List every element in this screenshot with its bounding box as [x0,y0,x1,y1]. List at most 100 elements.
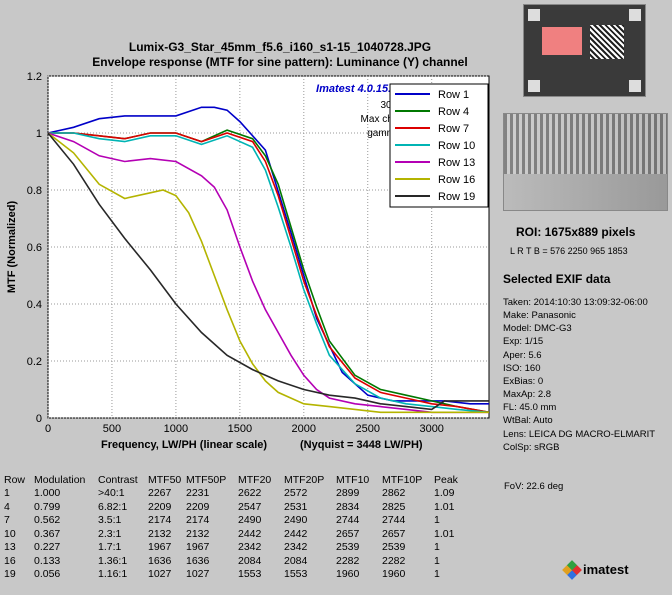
fov-value: FoV: 22.6 deg [504,481,564,492]
table-cell: 1553 [238,568,262,581]
mtf-chart: 0 0.2 0.4 0.6 0.8 1 1.2 0 500 1000 1500 2000 2500 300… [6,71,490,451]
table-header-cell: MTF50P [186,473,227,486]
table-cell: 19 [4,568,16,581]
table-cell: 0.133 [34,554,61,567]
exif-item: Model: DMC-G3 [503,323,572,335]
table-cell: 2744 [336,514,360,527]
table-cell: 0.227 [34,541,61,554]
exif-title: Selected EXIF data [503,272,611,286]
series-line [47,132,489,414]
table-cell: 1636 [148,554,172,567]
table-row: 19 0.056 1.16:1 1027 1027 1553 1553 1960 1960 1 [4,568,464,582]
roi-coords: L R T B = 576 2250 965 1853 [510,246,628,256]
imatest-logo: imatest [562,559,629,580]
series-line [48,132,490,414]
legend-label: Row 19 [438,191,475,203]
roi-label: ROI: 1675x889 pixels [516,225,636,239]
table-header-cell: Peak [434,473,458,486]
series-line [47,132,489,414]
table-cell: 1967 [148,541,172,554]
y-tick-label: 0.4 [27,299,42,311]
table-cell: 0.799 [34,500,61,513]
legend-label: Row 13 [438,157,475,169]
chart-title: Lumix-G3_Star_45mm_f5.6_i160_s1-15_10407… [128,40,432,54]
exif-item: Aper: 5.6 [503,349,542,361]
table-cell: 2657 [382,527,406,540]
table-cell: 2442 [238,527,262,540]
imatest-logo-icon [562,559,582,580]
x-tick-label: 1000 [164,423,188,435]
table-cell: 2862 [382,487,406,500]
x-tick-label: 0 [45,423,51,435]
x-tick-label: 2000 [292,423,316,435]
mtf-results-table: Row Modulation Contrast MTF50 MTF50P MTF20 MTF… [4,473,464,581]
table-cell: 1.000 [34,487,61,500]
table-cell: 1 [434,514,440,527]
chart-subtitle: Envelope response (MTF for sine pattern)… [92,55,468,69]
y-tick-label: 0.2 [27,356,42,368]
table-cell: 16 [4,554,16,567]
y-axis-label: MTF (Normalized) [6,201,18,294]
table-cell: 13 [4,541,16,554]
logo-text: imatest [583,562,629,577]
legend-label: Row 10 [438,140,475,152]
table-cell: 1967 [186,541,210,554]
table-cell: 2267 [148,487,172,500]
legend-label: Row 7 [438,123,469,135]
table-row: 4 0.799 6.82:1 2209 2209 2547 2531 2834 2825 1.01 [4,500,464,514]
table-cell: 1553 [284,568,308,581]
table-cell: 1.09 [434,487,455,500]
table-header-cell: MTF20P [284,473,325,486]
nyquist-label: (Nyquist = 3448 LW/PH) [300,439,423,451]
table-cell: 1 [4,487,10,500]
y-tick-label: 1.2 [27,71,42,83]
exif-item: ExBias: 0 [503,375,544,387]
table-cell: 2084 [284,554,308,567]
x-tick-label: 500 [103,423,121,435]
table-cell: 1.01 [434,527,455,540]
table-cell: 2744 [382,514,406,527]
x-tick-label: 2500 [356,423,380,435]
exif-item: ColSp: sRGB [503,441,560,453]
table-header-cell: Row [4,473,26,486]
table-row: 16 0.133 1.36:1 1636 1636 2084 2084 2282 2282 1 [4,554,464,568]
table-cell: 1027 [148,568,172,581]
table-cell: 1 [434,568,440,581]
table-cell: 2174 [186,514,210,527]
table-cell: 2825 [382,500,406,513]
table-cell: 2084 [238,554,262,567]
exif-item: Lens: LEICA DG MACRO-ELMARIT [503,428,656,440]
table-header-row: Row Modulation Contrast MTF50 MTF50P MTF20 MTF… [4,473,464,487]
table-cell: 1960 [336,568,360,581]
series-line [47,106,489,405]
table-cell: 2490 [284,514,308,527]
legend-label: Row 4 [438,106,469,118]
table-cell: 2622 [238,487,262,500]
table-cell: 2342 [238,541,262,554]
table-cell: 1.01 [434,500,455,513]
table-cell: 2899 [336,487,360,500]
table-cell: 2342 [284,541,308,554]
table-cell: 2539 [382,541,406,554]
series-line [47,132,489,411]
table-cell: 2490 [238,514,262,527]
exif-item: ISO: 160 [503,362,541,374]
exif-item: Taken: 2014:10:30 13:09:32-06:00 [503,297,648,308]
table-cell: 2657 [336,527,360,540]
table-row: 10 0.367 2.3:1 2132 2132 2442 2442 2657 2657 1.01 [4,527,464,541]
table-cell: 3.5:1 [98,514,122,527]
table-row: 7 0.562 3.5:1 2174 2174 2490 2490 2744 2744 1 [4,514,464,528]
table-cell: 2834 [336,500,360,513]
table-cell: 2209 [148,500,172,513]
table-cell: 2132 [148,527,172,540]
table-cell: 2547 [238,500,262,513]
table-cell: 2282 [382,554,406,567]
y-tick-label: 1 [36,128,42,140]
table-cell: 7 [4,514,10,527]
table-cell: 0.562 [34,514,61,527]
table-cell: 2539 [336,541,360,554]
y-tick-label: 0 [36,413,42,425]
table-cell: 6.82:1 [98,500,128,513]
table-row: 13 0.227 1.7:1 1967 1967 2342 2342 2539 2539 1 [4,541,464,555]
table-cell: 2209 [186,500,210,513]
